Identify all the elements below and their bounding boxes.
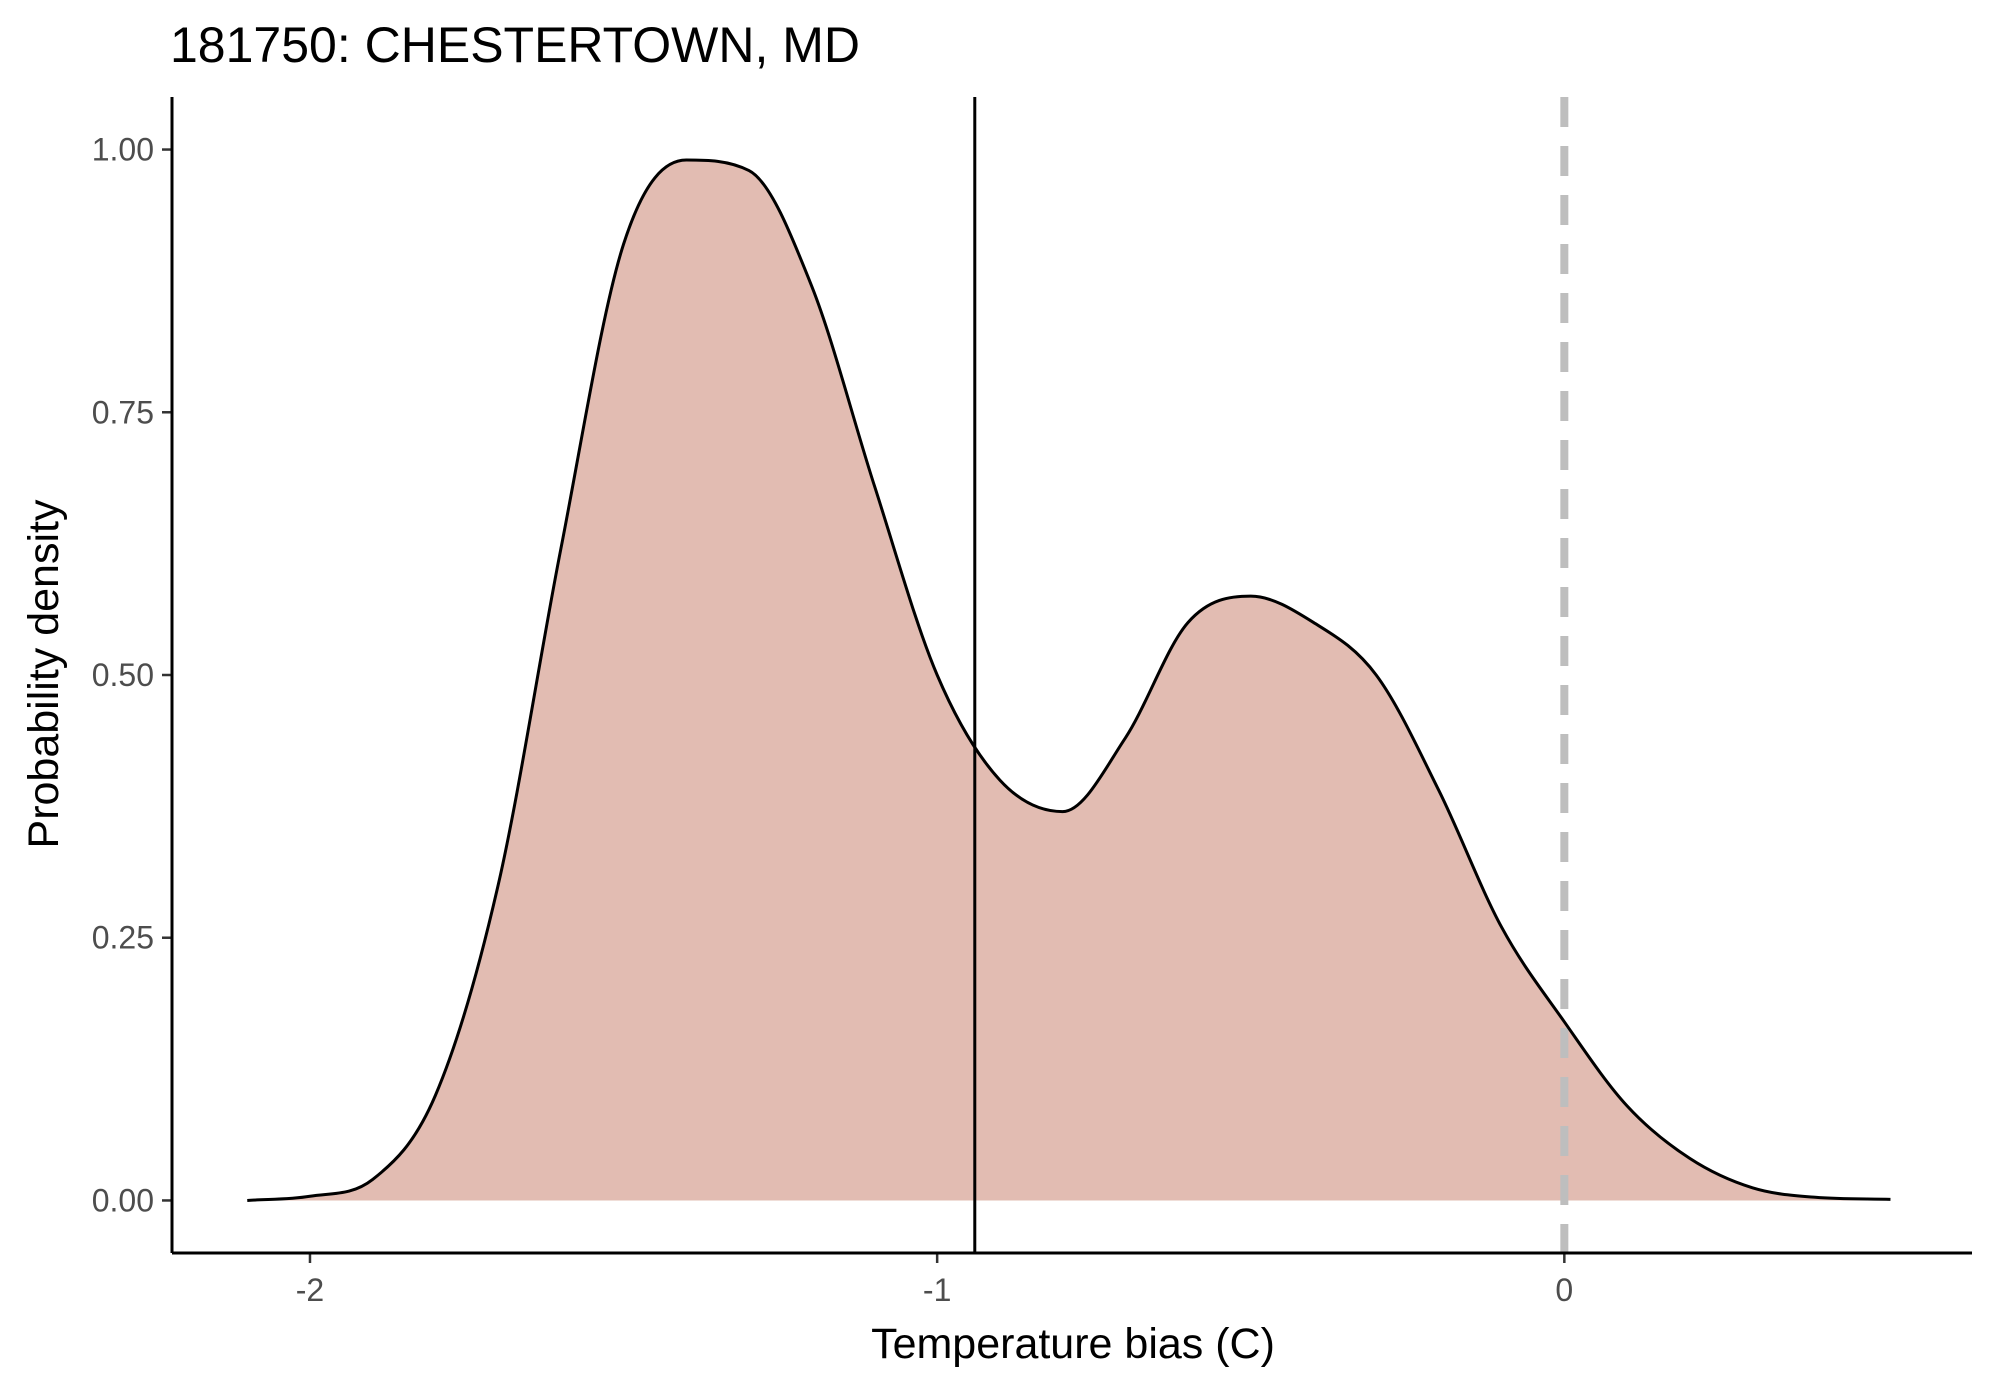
density-area <box>247 160 1891 1201</box>
plot-area <box>247 97 1891 1253</box>
chart-title: 181750: CHESTERTOWN, MD <box>170 17 860 73</box>
y-tick-label: 0.75 <box>92 394 154 430</box>
x-tick-label: -1 <box>923 1272 951 1308</box>
y-tick-label: 1.00 <box>92 132 154 168</box>
density-curve <box>247 158 1891 1202</box>
y-tick-label: 0.25 <box>92 920 154 956</box>
y-axis-ticks: 0.00 0.25 0.50 0.75 1.00 <box>92 132 172 1218</box>
y-tick-label: 0.50 <box>92 657 154 693</box>
x-axis-ticks: -2 -1 0 <box>296 1253 1573 1308</box>
y-axis-label: Probability density <box>20 499 68 848</box>
x-tick-label: 0 <box>1555 1272 1573 1308</box>
x-axis-label: Temperature bias (C) <box>871 1320 1275 1368</box>
x-tick-label: -2 <box>296 1272 324 1308</box>
y-tick-label: 0.00 <box>92 1182 154 1218</box>
